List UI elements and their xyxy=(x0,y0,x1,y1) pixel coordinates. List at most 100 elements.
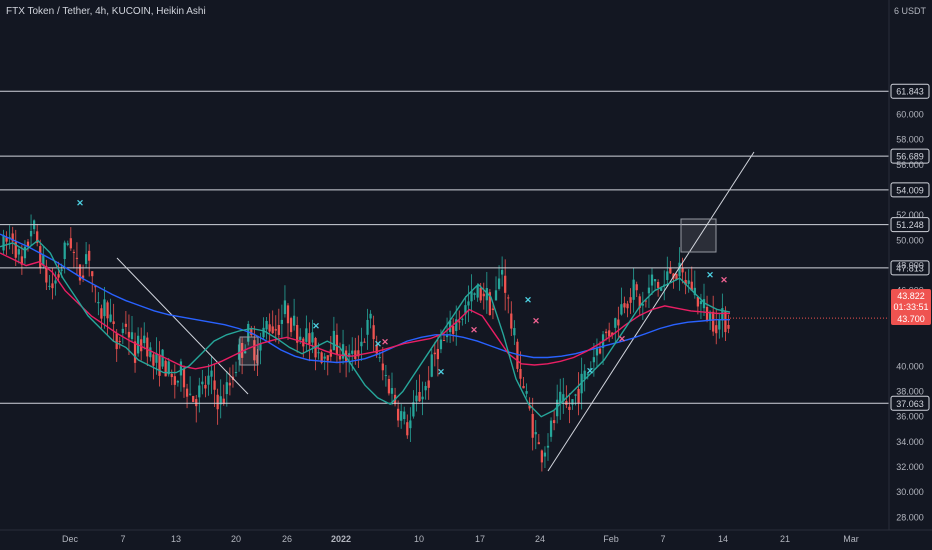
trendline-ascending[interactable] xyxy=(547,151,755,472)
candle-body xyxy=(396,408,400,421)
candle-body xyxy=(42,254,45,266)
candle-body xyxy=(2,235,5,251)
candle-body xyxy=(507,297,510,299)
candle-body xyxy=(708,311,712,321)
x-tick-label: 21 xyxy=(780,534,790,544)
highlight-box-2[interactable] xyxy=(680,218,717,253)
candle-body xyxy=(580,373,583,394)
candle-body xyxy=(253,340,256,361)
candle-body xyxy=(277,324,280,335)
candle-body xyxy=(715,325,718,334)
cross-marker: ✕ xyxy=(706,270,714,280)
candle-body xyxy=(152,354,155,366)
candle-body xyxy=(608,330,611,337)
candle-body xyxy=(400,411,403,421)
candle-body xyxy=(513,328,516,336)
candle-body xyxy=(712,311,715,332)
candle-body xyxy=(540,450,544,463)
candle-body xyxy=(439,339,443,350)
candle-body xyxy=(702,299,706,309)
level-label: 47.813 xyxy=(896,263,924,273)
candle-body xyxy=(430,354,433,377)
candle-body xyxy=(185,388,189,397)
countdown-timer: 01:33:51 xyxy=(893,302,928,312)
candle-body xyxy=(234,372,238,374)
candle-body xyxy=(559,391,562,404)
x-tick-label: 26 xyxy=(282,534,292,544)
candle-body xyxy=(583,370,586,380)
candle-body xyxy=(265,320,268,330)
candle-body xyxy=(473,293,476,295)
candle-body xyxy=(94,286,97,288)
candle-body xyxy=(247,323,250,342)
candle-body xyxy=(296,324,299,343)
y-tick-label: 58.000 xyxy=(896,135,924,145)
candle-body xyxy=(546,445,550,448)
y-tick-label: 38.000 xyxy=(896,386,924,396)
candle-body xyxy=(308,333,311,345)
moving-averages-layer xyxy=(0,233,731,418)
y-tick-label: 50.000 xyxy=(896,235,924,245)
candle-body xyxy=(528,404,531,409)
candle-body xyxy=(338,355,342,360)
x-tick-label: 7 xyxy=(660,534,665,544)
trendline-descending[interactable] xyxy=(116,257,249,395)
candle-body xyxy=(421,396,424,400)
candle-body xyxy=(424,385,427,391)
last-price-value: 43.822 xyxy=(897,291,925,301)
candle-body xyxy=(161,349,164,367)
candle-body xyxy=(140,339,143,352)
candle-body xyxy=(604,331,608,334)
x-tick-label: Dec xyxy=(62,534,79,544)
candle-body xyxy=(519,368,522,379)
candle-body xyxy=(84,254,88,265)
candle-body xyxy=(280,319,284,324)
candle-body xyxy=(289,318,293,333)
candle-body xyxy=(286,305,290,324)
chart-title: FTX Token / Tether, 4h, KUCOIN, Heikin A… xyxy=(6,6,206,17)
candle-body xyxy=(485,288,488,301)
highlight-box-1[interactable] xyxy=(239,336,259,366)
candle-body xyxy=(718,318,721,330)
candle-body xyxy=(210,370,213,377)
candle-body xyxy=(653,279,657,282)
candle-body xyxy=(623,303,626,308)
candle-body xyxy=(681,267,684,273)
candle-body xyxy=(213,380,216,390)
candle-body xyxy=(204,384,207,389)
candle-body xyxy=(614,318,617,328)
cross-marker: ✕ xyxy=(720,275,728,285)
candle-body xyxy=(240,343,244,358)
level-label-box xyxy=(890,83,930,99)
candle-body xyxy=(207,375,210,385)
candle-body xyxy=(317,352,320,354)
candle-body xyxy=(228,382,232,386)
candle-body xyxy=(320,352,323,363)
cross-marker: ✕ xyxy=(470,325,478,335)
candle-body xyxy=(562,394,565,402)
candle-body xyxy=(378,357,381,359)
candle-body xyxy=(531,413,534,438)
candle-body xyxy=(155,353,158,363)
time-axis[interactable]: Dec 7 13 20 26 2022 10 17 24 Feb 7 14 21 Mar xyxy=(0,529,932,544)
candle-body xyxy=(574,394,577,396)
y-tick-label: 34.000 xyxy=(896,437,924,447)
candle-body xyxy=(45,266,48,283)
level-label-box xyxy=(890,182,930,198)
candle-body xyxy=(598,348,602,354)
candle-body xyxy=(403,411,406,420)
candle-body xyxy=(455,319,458,331)
candle-body xyxy=(699,301,703,305)
candle-body xyxy=(124,323,128,327)
cross-marker: ✕ xyxy=(312,321,320,331)
candle-body xyxy=(690,281,693,291)
candle-body xyxy=(259,343,262,351)
candle-body xyxy=(109,314,112,322)
candle-body xyxy=(219,396,222,405)
candle-body xyxy=(611,332,614,336)
candle-body xyxy=(112,321,115,325)
candle-body xyxy=(167,361,170,375)
candle-body xyxy=(632,279,635,300)
